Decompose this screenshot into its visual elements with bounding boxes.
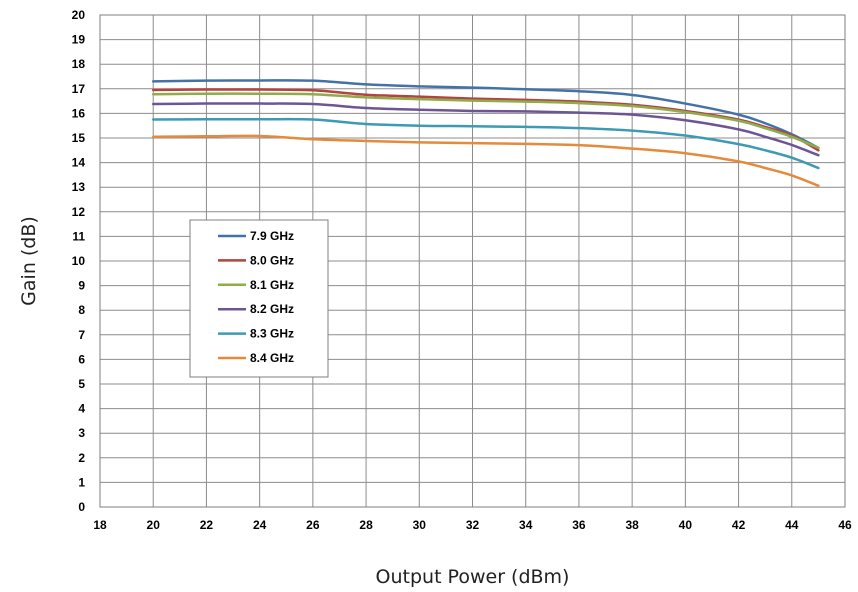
x-tick-label: 32 (466, 518, 480, 532)
y-tick-label: 19 (72, 33, 86, 47)
x-tick-label: 26 (306, 518, 320, 532)
y-tick-label: 13 (72, 180, 86, 194)
y-tick-label: 14 (72, 156, 86, 170)
legend-box (189, 219, 329, 378)
x-tick-label: 38 (625, 518, 639, 532)
x-tick-label: 34 (519, 518, 533, 532)
x-axis-title: Output Power (dBm) (376, 566, 570, 588)
y-tick-label: 9 (78, 279, 85, 293)
y-tick-label: 17 (72, 82, 86, 96)
y-tick-label: 5 (78, 377, 85, 391)
x-tick-label: 30 (413, 518, 427, 532)
y-tick-label: 20 (72, 8, 86, 22)
legend-label-8-0-ghz: 8.0 GHz (250, 253, 294, 267)
legend-label-7-9-ghz: 7.9 GHz (250, 229, 294, 243)
y-tick-label: 16 (72, 106, 86, 120)
plot-area-border (99, 14, 846, 508)
y-tick-label: 3 (78, 426, 85, 440)
series-line-8-3-ghz (151, 117, 820, 170)
y-tick-label: 15 (72, 131, 86, 145)
legend-label-8-4-ghz: 8.4 GHz (250, 351, 294, 365)
y-tick-label: 11 (72, 229, 85, 243)
series-lines (151, 79, 820, 187)
legend-label-8-2-ghz: 8.2 GHz (250, 302, 294, 316)
series-line-8-2-ghz (151, 102, 820, 157)
x-axis-tick-labels: 18 20 22 24 26 28 30 32 34 36 38 40 42 44 46 (93, 518, 852, 532)
x-tick-label: 28 (359, 518, 373, 532)
legend-label-8-1-ghz: 8.1 GHz (250, 278, 294, 292)
y-tick-label: 10 (72, 254, 86, 268)
y-tick-label: 0 (78, 500, 85, 514)
y-tick-label: 1 (78, 475, 85, 489)
y-tick-label: 8 (78, 303, 85, 317)
series-line-7-9-ghz (151, 79, 820, 150)
x-tick-label: 22 (200, 518, 214, 532)
x-tick-label: 46 (838, 518, 852, 532)
x-tick-label: 24 (253, 518, 267, 532)
series-line-8-1-ghz (151, 92, 820, 150)
y-tick-label: 12 (72, 205, 86, 219)
x-tick-label: 20 (147, 518, 161, 532)
legend: 7.9 GHz 8.0 GHz 8.1 GHz 8.2 GHz 8.3 GHz 8.4 G… (189, 219, 329, 378)
legend-label-8-3-ghz: 8.3 GHz (250, 327, 294, 341)
x-tick-label: 36 (572, 518, 586, 532)
y-tick-label: 4 (78, 402, 85, 416)
y-tick-label: 18 (72, 57, 86, 71)
series-line-8-4-ghz (151, 134, 820, 187)
x-tick-label: 44 (785, 518, 799, 532)
y-tick-label: 6 (78, 352, 85, 366)
x-tick-label: 42 (732, 518, 746, 532)
y-tick-label: 2 (78, 451, 85, 465)
y-axis-title: Gain (dB) (18, 216, 40, 306)
y-tick-label: 7 (78, 328, 85, 342)
x-tick-label: 18 (93, 518, 107, 532)
x-tick-label: 40 (679, 518, 693, 532)
legend-items: 7.9 GHz 8.0 GHz 8.1 GHz 8.2 GHz 8.3 GHz 8.4 G… (218, 229, 294, 365)
